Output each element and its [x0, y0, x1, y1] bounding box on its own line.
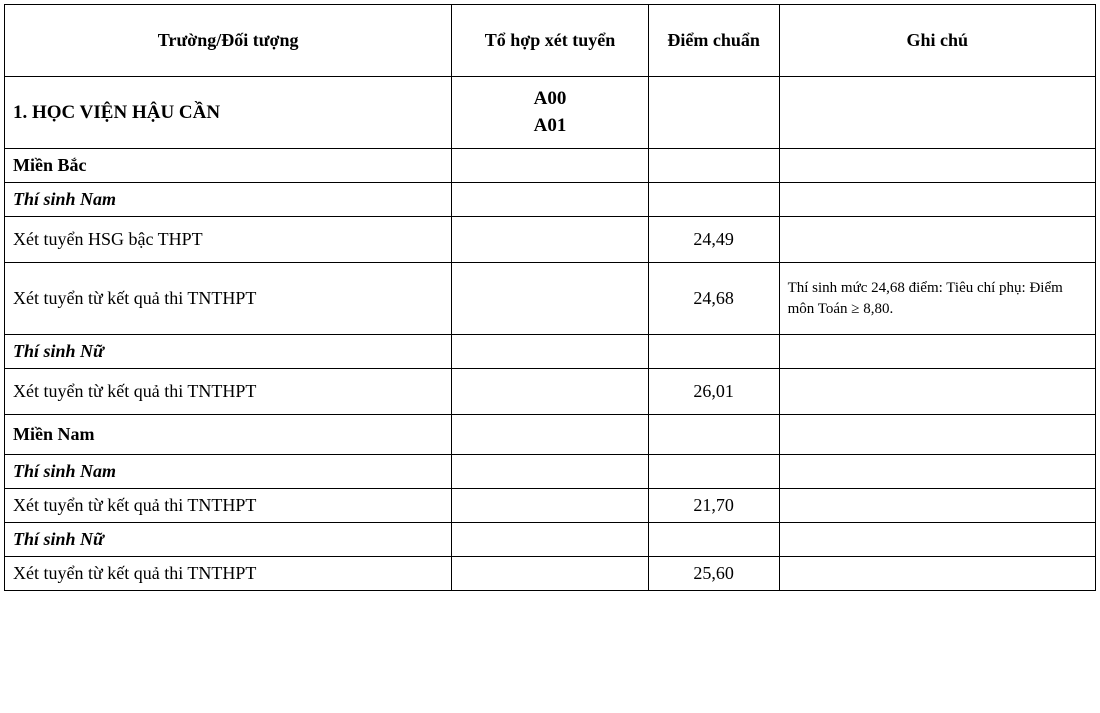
- cell-combo: [452, 369, 648, 415]
- cell-score: [648, 149, 779, 183]
- cell-school: Xét tuyển từ kết quả thi TNTHPT: [5, 489, 452, 523]
- cell-school: Xét tuyển từ kết quả thi TNTHPT: [5, 263, 452, 335]
- combo-line1: A00: [460, 86, 639, 113]
- cell-note: [779, 335, 1095, 369]
- table-row: Xét tuyển HSG bậc THPT 24,49: [5, 217, 1096, 263]
- cell-score: [648, 335, 779, 369]
- header-score: Điểm chuẩn: [648, 5, 779, 77]
- table-row-candidate: Thí sinh Nữ: [5, 523, 1096, 557]
- cell-note: [779, 523, 1095, 557]
- cell-school: Xét tuyển HSG bậc THPT: [5, 217, 452, 263]
- cell-school: Thí sinh Nam: [5, 455, 452, 489]
- cell-school: Thí sinh Nam: [5, 183, 452, 217]
- table-row: Xét tuyển từ kết quả thi TNTHPT 26,01: [5, 369, 1096, 415]
- cell-score: 21,70: [648, 489, 779, 523]
- admission-score-table: Trường/Đối tượng Tổ hợp xét tuyển Điểm c…: [4, 4, 1096, 591]
- cell-combo: [452, 415, 648, 455]
- cell-note: [779, 557, 1095, 591]
- cell-combo: [452, 489, 648, 523]
- cell-school: Thí sinh Nữ: [5, 523, 452, 557]
- cell-note: [779, 183, 1095, 217]
- cell-combo: [452, 183, 648, 217]
- cell-score: [648, 455, 779, 489]
- combo-line2: A01: [460, 113, 639, 140]
- cell-note: [779, 489, 1095, 523]
- cell-score: 25,60: [648, 557, 779, 591]
- cell-score: [648, 523, 779, 557]
- cell-combo: [452, 557, 648, 591]
- cell-note: [779, 217, 1095, 263]
- cell-score: 24,68: [648, 263, 779, 335]
- cell-school: Thí sinh Nữ: [5, 335, 452, 369]
- cell-score: [648, 183, 779, 217]
- cell-combo: [452, 335, 648, 369]
- cell-combo: [452, 523, 648, 557]
- cell-score: [648, 415, 779, 455]
- cell-note: Thí sinh mức 24,68 điểm: Tiêu chí phụ: Đ…: [779, 263, 1095, 335]
- cell-combo: [452, 217, 648, 263]
- cell-note: [779, 149, 1095, 183]
- cell-combo: A00 A01: [452, 77, 648, 149]
- table-row: Xét tuyển từ kết quả thi TNTHPT 24,68 Th…: [5, 263, 1096, 335]
- table-row-region: Miền Bắc: [5, 149, 1096, 183]
- table-header-row: Trường/Đối tượng Tổ hợp xét tuyển Điểm c…: [5, 5, 1096, 77]
- cell-school: Miền Nam: [5, 415, 452, 455]
- table-row-institution: 1. HỌC VIỆN HẬU CẦN A00 A01: [5, 77, 1096, 149]
- cell-school: 1. HỌC VIỆN HẬU CẦN: [5, 77, 452, 149]
- cell-note: [779, 415, 1095, 455]
- table-row-candidate: Thí sinh Nam: [5, 455, 1096, 489]
- cell-combo: [452, 263, 648, 335]
- cell-score: [648, 77, 779, 149]
- cell-note: [779, 369, 1095, 415]
- cell-score: 26,01: [648, 369, 779, 415]
- cell-combo: [452, 149, 648, 183]
- cell-note: [779, 455, 1095, 489]
- cell-note: [779, 77, 1095, 149]
- header-school: Trường/Đối tượng: [5, 5, 452, 77]
- table-row-region: Miền Nam: [5, 415, 1096, 455]
- table-row: Xét tuyển từ kết quả thi TNTHPT 21,70: [5, 489, 1096, 523]
- cell-score: 24,49: [648, 217, 779, 263]
- header-combo: Tổ hợp xét tuyển: [452, 5, 648, 77]
- header-note: Ghi chú: [779, 5, 1095, 77]
- table-row-candidate: Thí sinh Nam: [5, 183, 1096, 217]
- cell-school: Miền Bắc: [5, 149, 452, 183]
- cell-combo: [452, 455, 648, 489]
- cell-school: Xét tuyển từ kết quả thi TNTHPT: [5, 369, 452, 415]
- table-row: Xét tuyển từ kết quả thi TNTHPT 25,60: [5, 557, 1096, 591]
- table-row-candidate: Thí sinh Nữ: [5, 335, 1096, 369]
- cell-school: Xét tuyển từ kết quả thi TNTHPT: [5, 557, 452, 591]
